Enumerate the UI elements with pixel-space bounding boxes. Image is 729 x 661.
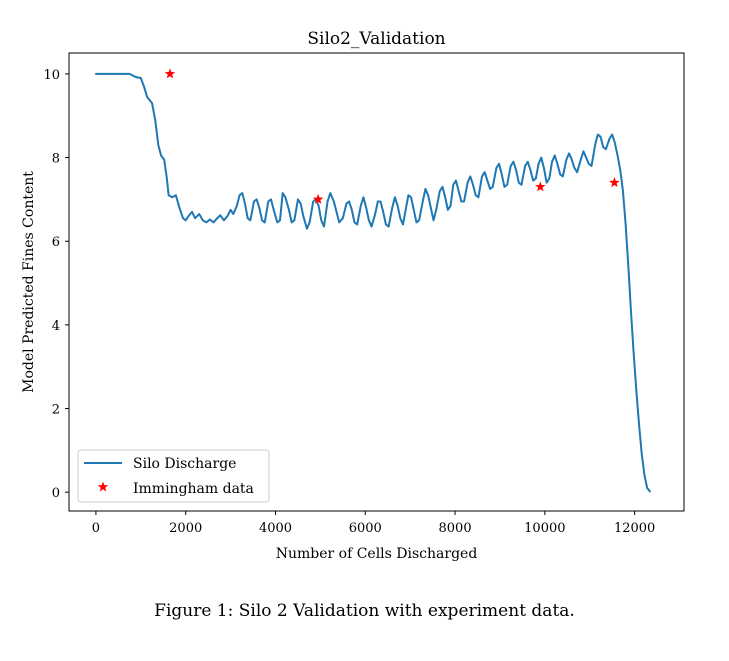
y-tick-label: 10 <box>43 68 60 83</box>
x-tick-label: 4000 <box>259 521 292 536</box>
x-axis: 0 2000 4000 6000 8000 10000 12000 <box>92 511 655 536</box>
chart-title: Silo2_Validation <box>307 29 445 49</box>
y-tick-label: 4 <box>52 319 60 334</box>
x-tick-label: 2000 <box>169 521 202 536</box>
data-point-immingham <box>609 177 620 188</box>
x-tick-label: 10000 <box>524 521 565 536</box>
data-point-immingham <box>535 181 546 192</box>
y-tick-label: 2 <box>52 403 60 418</box>
y-tick-label: 8 <box>52 152 60 167</box>
x-tick-label: 0 <box>92 521 100 536</box>
data-point-immingham <box>312 193 324 204</box>
series-layer <box>94 68 651 493</box>
y-tick-label: 0 <box>52 486 60 501</box>
line-silo-discharge <box>94 72 651 493</box>
x-tick-label: 6000 <box>349 521 382 536</box>
x-tick-label: 12000 <box>614 521 655 536</box>
y-axis: 0 2 4 6 8 10 <box>43 68 69 501</box>
figure-caption: Figure 1: Silo 2 Validation with experim… <box>154 601 575 621</box>
plot-background <box>69 53 684 511</box>
legend-label-silo-discharge: Silo Discharge <box>133 456 236 472</box>
x-tick-label: 8000 <box>439 521 472 536</box>
legend-box <box>77 449 270 503</box>
plot-frame <box>68 52 685 512</box>
legend-star-swatch <box>97 481 109 492</box>
y-tick-label: 6 <box>52 235 60 250</box>
data-point-immingham <box>164 68 176 79</box>
x-axis-label: Number of Cells Discharged <box>276 546 478 562</box>
y-axis-label: Model Predicted Fines Content <box>21 171 37 393</box>
plot-area <box>68 52 685 512</box>
legend: Silo Discharge Immingham data <box>77 449 270 503</box>
legend-label-immingham-data: Immingham data <box>133 481 254 497</box>
